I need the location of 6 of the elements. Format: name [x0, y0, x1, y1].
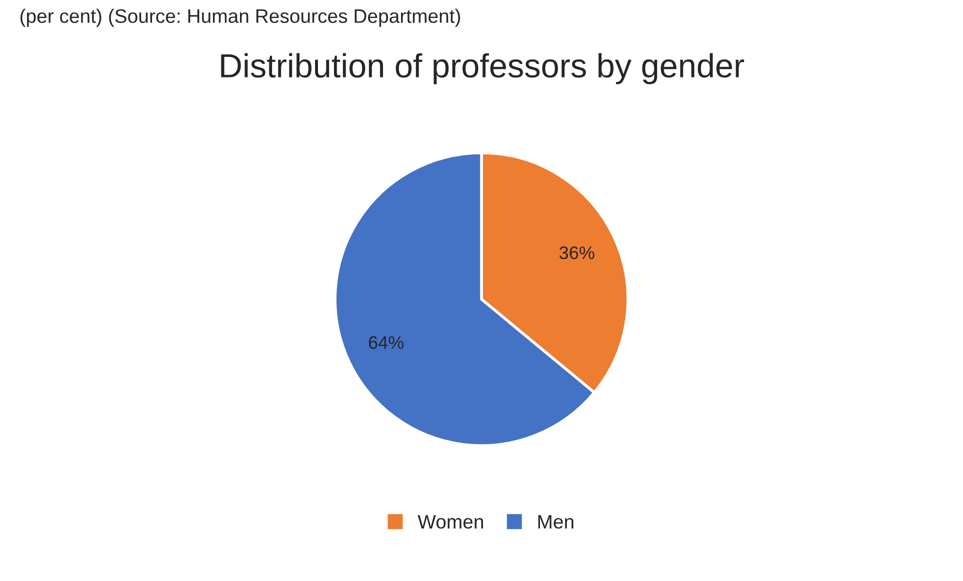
- legend-label: Women: [418, 515, 483, 529]
- chart-title: Distribution of professors by gender: [221, 53, 744, 84]
- data-label: 36%: [560, 246, 594, 260]
- legend-label: Men: [538, 515, 574, 529]
- data-label: 64%: [368, 336, 404, 349]
- text: (per cent) (Source: Human Resources Department): [20, 8, 460, 27]
